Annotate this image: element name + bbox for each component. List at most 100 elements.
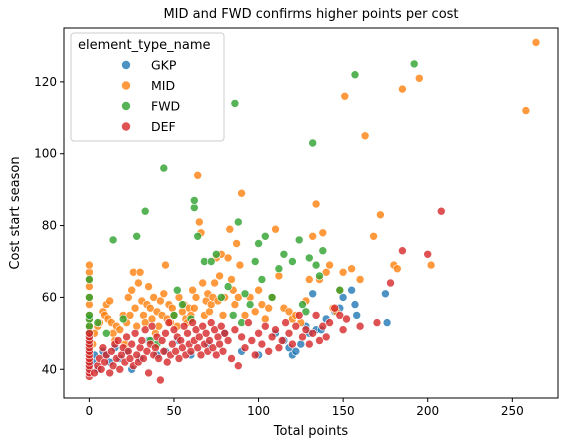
legend-marker-fwd <box>121 101 131 111</box>
point-def-58 <box>169 325 179 335</box>
point-mid-113 <box>308 232 318 241</box>
point-fwd-19 <box>173 285 182 295</box>
point-fwd-41 <box>274 264 284 274</box>
point-fwd-42 <box>279 250 289 259</box>
point-mid-124 <box>347 264 356 274</box>
point-mid-100 <box>257 300 267 309</box>
point-fwd-17 <box>159 163 169 173</box>
point-def-85 <box>215 339 224 349</box>
point-def-110 <box>294 311 304 320</box>
point-def-55 <box>164 318 174 327</box>
point-mid-104 <box>271 224 280 234</box>
point-def-53 <box>161 328 170 338</box>
point-def-22 <box>108 361 118 371</box>
point-gkp-44 <box>347 285 356 295</box>
point-fwd-14 <box>140 206 150 216</box>
point-def-42 <box>142 346 152 356</box>
point-def-82 <box>210 325 219 335</box>
point-mid-116 <box>318 228 328 238</box>
point-mid-85 <box>218 311 228 320</box>
point-fwd-47 <box>304 253 314 263</box>
legend-label-gkp: GKP <box>151 58 177 73</box>
point-mid-105 <box>274 271 284 281</box>
point-def-63 <box>178 343 187 353</box>
point-gkp-33 <box>291 346 301 356</box>
point-def-74 <box>196 350 206 360</box>
point-def-43 <box>144 368 153 378</box>
point-def-26 <box>115 364 125 374</box>
point-mid-70 <box>193 171 202 180</box>
point-mid-32 <box>125 311 135 320</box>
point-def-123 <box>342 314 351 324</box>
point-mid-96 <box>240 311 250 320</box>
point-def-20 <box>105 368 114 378</box>
point-def-80 <box>206 318 216 327</box>
point-mid-89 <box>227 275 236 284</box>
point-mid-37 <box>134 278 143 288</box>
point-def-17 <box>98 343 108 353</box>
point-mid-10 <box>85 282 94 291</box>
y-tick-label: 40 <box>42 362 57 376</box>
point-mid-36 <box>132 321 141 331</box>
point-def-127 <box>398 246 407 255</box>
point-mid-131 <box>398 84 407 94</box>
point-mid-88 <box>225 224 235 234</box>
point-fwd-53 <box>350 70 360 79</box>
point-mid-91 <box>230 300 240 309</box>
legend-label-def: DEF <box>151 119 176 134</box>
y-tick-label: 60 <box>42 290 57 304</box>
point-mid-35 <box>130 303 140 313</box>
point-mid-102 <box>264 303 274 313</box>
point-def-112 <box>301 325 311 335</box>
point-def-73 <box>195 332 204 342</box>
legend-marker-gkp <box>121 60 131 70</box>
point-fwd-10 <box>102 328 111 338</box>
point-def-49 <box>154 354 163 363</box>
point-def-68 <box>186 346 196 356</box>
point-def-47 <box>151 343 160 353</box>
point-def-103 <box>271 325 280 335</box>
point-def-39 <box>137 336 147 345</box>
point-mid-130 <box>392 264 402 274</box>
point-mid-132 <box>414 74 424 83</box>
point-def-57 <box>168 339 177 349</box>
point-fwd-24 <box>193 232 202 241</box>
point-mid-38 <box>135 267 145 277</box>
legend-marker-mid <box>121 80 131 91</box>
point-def-52 <box>159 346 169 356</box>
point-fwd-6 <box>85 311 94 320</box>
point-mid-114 <box>311 199 321 209</box>
point-def-35 <box>130 328 140 338</box>
point-gkp-47 <box>381 289 390 299</box>
point-mid-73 <box>198 278 207 288</box>
point-fwd-28 <box>217 293 226 302</box>
point-fwd-50 <box>315 271 324 281</box>
point-def-90 <box>227 354 236 363</box>
point-fwd-54 <box>409 59 419 69</box>
point-def-16 <box>96 364 106 374</box>
point-fwd-46 <box>301 307 311 317</box>
point-def-45 <box>147 321 157 331</box>
point-fwd-26 <box>206 257 216 266</box>
point-def-126 <box>386 278 395 288</box>
point-mid-87 <box>223 253 233 263</box>
points-layer <box>85 38 541 385</box>
chart-title: MID and FWD confirms higher points per c… <box>163 7 458 22</box>
point-def-89 <box>223 336 233 345</box>
point-mid-71 <box>195 217 204 227</box>
point-def-119 <box>325 318 334 327</box>
point-def-122 <box>338 325 348 335</box>
point-mid-92 <box>232 239 241 248</box>
point-fwd-22 <box>190 203 199 212</box>
point-def-104 <box>274 343 284 353</box>
point-mid-127 <box>369 232 378 241</box>
x-tick-label: 200 <box>416 404 439 418</box>
point-def-96 <box>247 336 257 345</box>
point-mid-125 <box>355 275 365 284</box>
x-tick-label: 250 <box>501 404 524 418</box>
point-gkp-43 <box>338 293 348 302</box>
point-fwd-34 <box>240 289 250 299</box>
point-fwd-45 <box>298 300 307 309</box>
point-def-51 <box>157 336 167 345</box>
point-mid-69 <box>191 293 201 302</box>
